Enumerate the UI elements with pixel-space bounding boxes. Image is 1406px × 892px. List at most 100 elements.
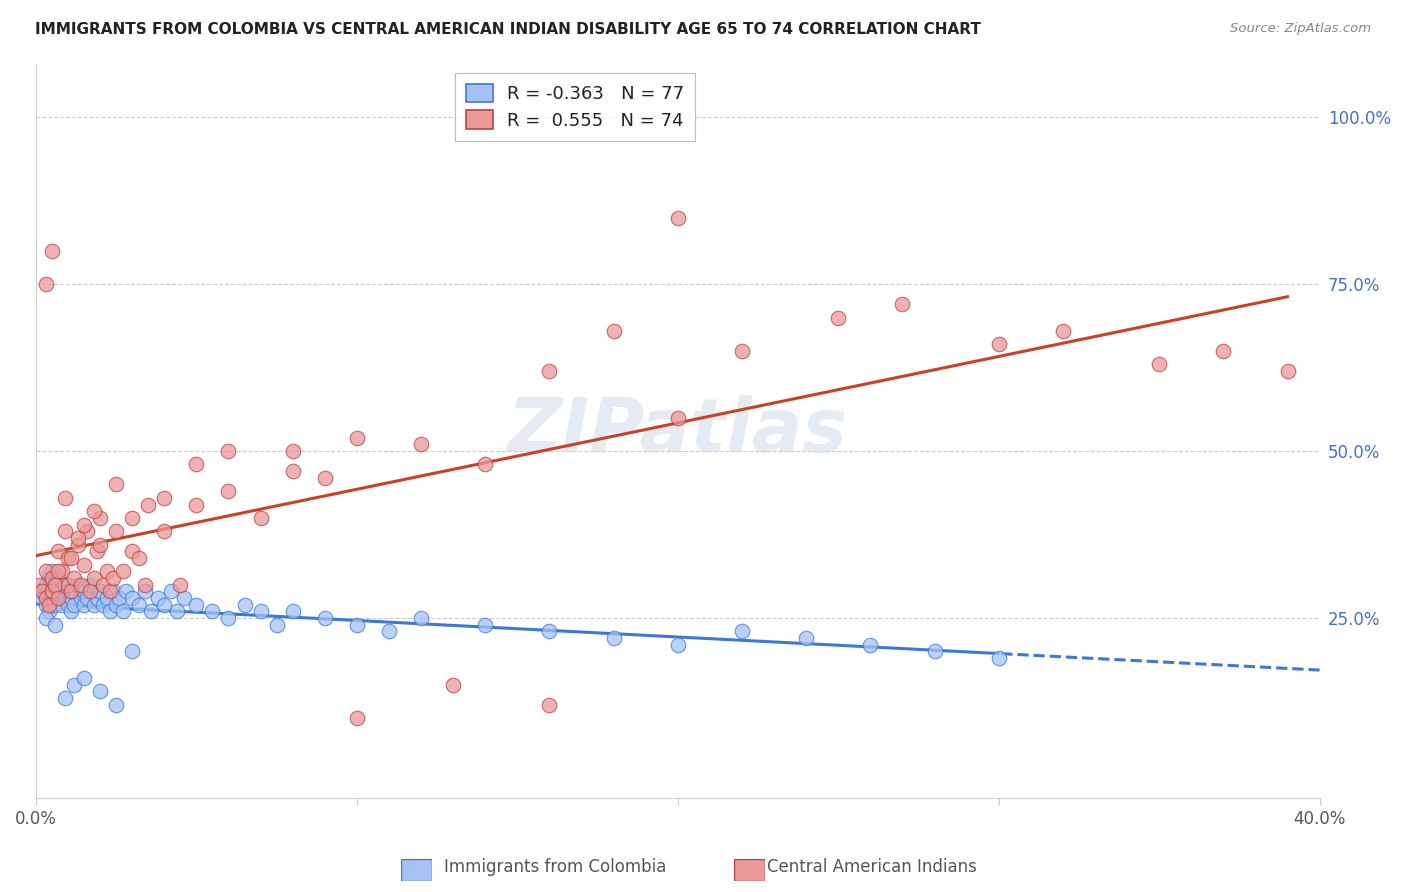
Point xyxy=(121,591,143,605)
Point xyxy=(314,471,336,485)
Point xyxy=(28,577,51,591)
Point xyxy=(153,491,176,505)
Point xyxy=(891,297,914,311)
Point xyxy=(169,577,191,591)
Point xyxy=(134,577,156,591)
Point xyxy=(233,598,256,612)
Point xyxy=(121,511,143,525)
Point xyxy=(987,337,1010,351)
Point xyxy=(666,638,689,652)
Point xyxy=(44,617,66,632)
Point xyxy=(41,571,63,585)
Point xyxy=(86,544,108,558)
Point xyxy=(98,604,121,618)
Point xyxy=(86,591,108,605)
Point xyxy=(73,598,96,612)
Point xyxy=(41,564,63,578)
Point xyxy=(666,410,689,425)
Point xyxy=(731,344,754,359)
Point xyxy=(60,550,83,565)
Text: IMMIGRANTS FROM COLOMBIA VS CENTRAL AMERICAN INDIAN DISABILITY AGE 65 TO 74 CORR: IMMIGRANTS FROM COLOMBIA VS CENTRAL AMER… xyxy=(35,22,981,37)
Point xyxy=(38,598,60,612)
Point xyxy=(31,584,53,599)
Point xyxy=(108,591,131,605)
Point xyxy=(34,598,56,612)
Point xyxy=(28,584,51,599)
Point xyxy=(73,584,96,599)
Point xyxy=(76,591,98,605)
Point xyxy=(89,584,111,599)
Point xyxy=(53,577,76,591)
Point xyxy=(924,644,946,658)
Point xyxy=(346,617,368,632)
Point xyxy=(60,584,83,599)
Point xyxy=(602,324,624,338)
Point xyxy=(409,611,432,625)
Point xyxy=(73,558,96,572)
Point xyxy=(1052,324,1074,338)
Point xyxy=(121,644,143,658)
Point xyxy=(56,577,79,591)
Point xyxy=(1277,364,1299,378)
Point xyxy=(91,598,114,612)
Point xyxy=(105,698,128,712)
Point xyxy=(34,611,56,625)
Point xyxy=(48,564,70,578)
Point xyxy=(101,571,124,585)
Point xyxy=(314,611,336,625)
Point xyxy=(89,537,111,551)
Point xyxy=(91,577,114,591)
Point xyxy=(83,598,105,612)
Point xyxy=(201,604,224,618)
Point xyxy=(60,591,83,605)
Point xyxy=(79,577,101,591)
Point xyxy=(53,524,76,539)
Point xyxy=(1147,357,1170,371)
Point xyxy=(96,564,118,578)
Point xyxy=(70,591,93,605)
Point xyxy=(114,584,136,599)
Point xyxy=(186,458,208,472)
Point xyxy=(34,564,56,578)
Point xyxy=(41,244,63,258)
Point xyxy=(218,484,240,499)
Point xyxy=(281,444,304,458)
Point xyxy=(76,524,98,539)
Point xyxy=(153,524,176,539)
Point xyxy=(60,604,83,618)
Point xyxy=(41,591,63,605)
Point xyxy=(378,624,401,639)
Point xyxy=(66,577,89,591)
Point xyxy=(474,458,496,472)
Point xyxy=(731,624,754,639)
Point xyxy=(128,598,150,612)
Legend: R = -0.363   N = 77, R =  0.555   N = 74: R = -0.363 N = 77, R = 0.555 N = 74 xyxy=(456,73,695,141)
Point xyxy=(83,504,105,518)
Point xyxy=(73,517,96,532)
Point xyxy=(266,617,288,632)
Point xyxy=(153,598,176,612)
Point xyxy=(111,604,134,618)
Point xyxy=(98,584,121,599)
Point xyxy=(111,564,134,578)
Point xyxy=(827,310,849,325)
Point xyxy=(66,537,89,551)
Point xyxy=(44,577,66,591)
Point xyxy=(218,611,240,625)
Point xyxy=(38,604,60,618)
Point xyxy=(186,498,208,512)
Point xyxy=(441,678,464,692)
Point xyxy=(96,591,118,605)
Text: Source: ZipAtlas.com: Source: ZipAtlas.com xyxy=(1230,22,1371,36)
Point xyxy=(79,584,101,599)
Point xyxy=(105,598,128,612)
Point xyxy=(281,604,304,618)
Point xyxy=(859,638,882,652)
Point xyxy=(53,691,76,706)
Point xyxy=(34,591,56,605)
Point xyxy=(89,684,111,698)
Point xyxy=(1212,344,1234,359)
Point xyxy=(121,544,143,558)
Text: Central American Indians: Central American Indians xyxy=(766,858,977,876)
Point xyxy=(44,598,66,612)
